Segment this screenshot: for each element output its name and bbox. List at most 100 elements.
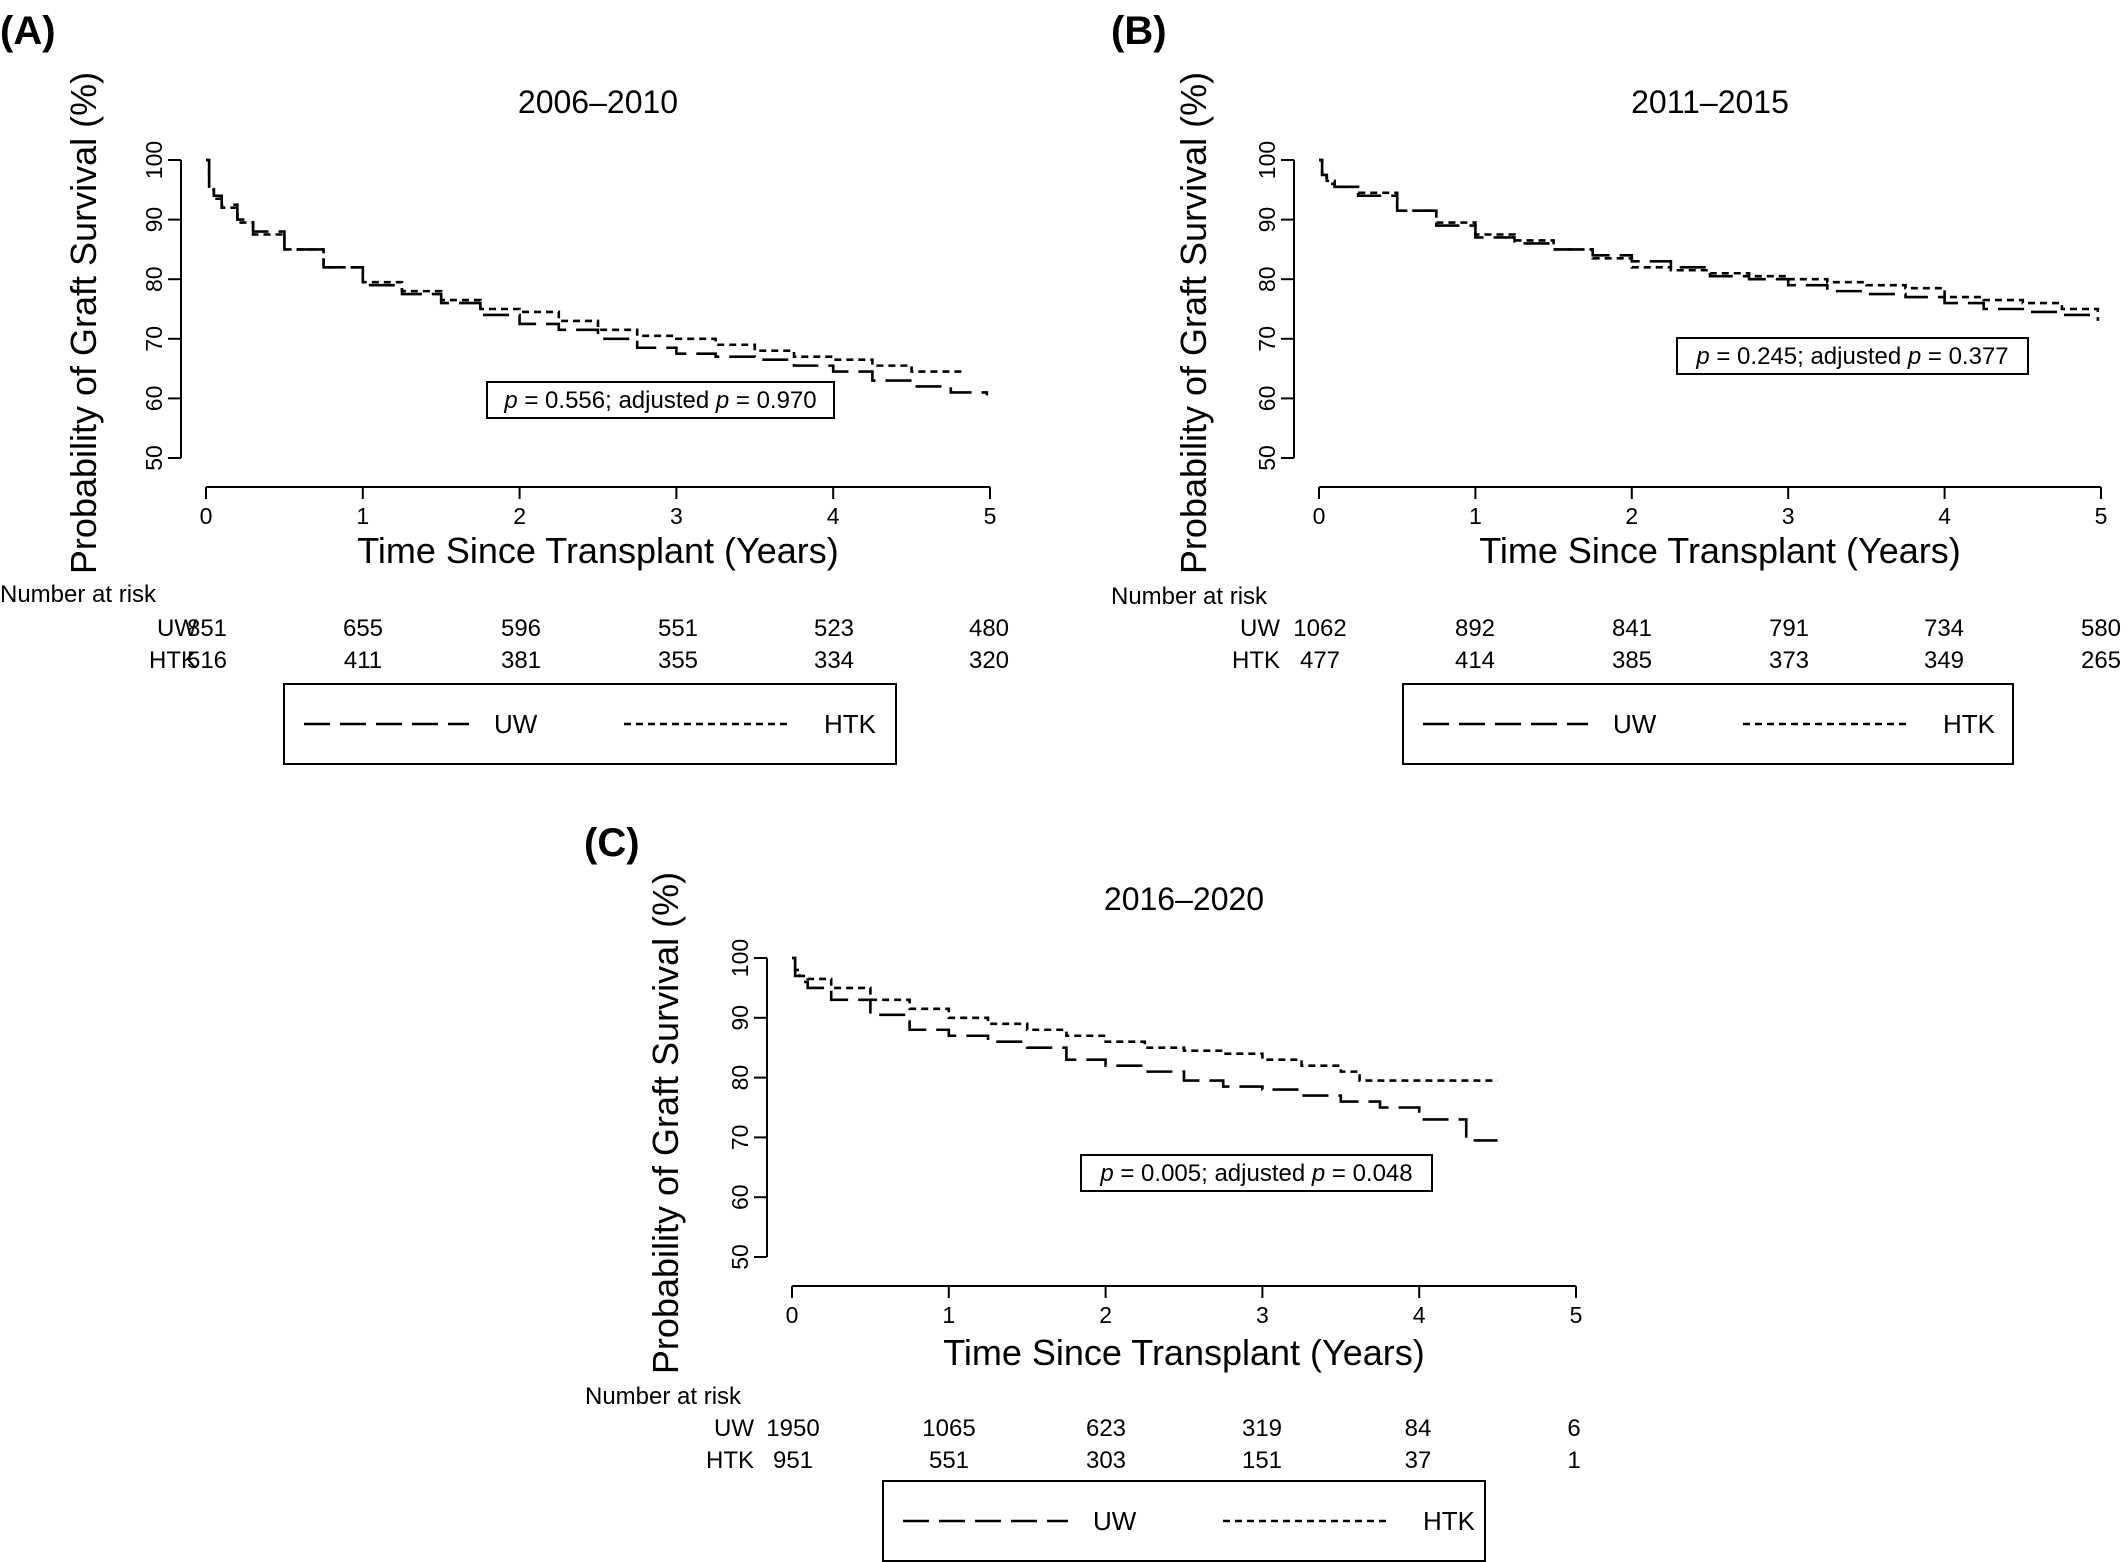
risk-count: 355 [658, 647, 698, 674]
x-tick-label: 5 [1570, 1302, 1583, 1328]
y-axis-label: Probability of Graft Survival (%) [1173, 72, 1214, 574]
risk-count: 596 [501, 615, 541, 642]
risk-count: 385 [1612, 647, 1652, 674]
panel-letter: (C) [584, 821, 640, 865]
risk-count: 319 [1242, 1415, 1282, 1442]
chart-title: 2011–2015 [1631, 84, 1789, 120]
x-tick-label: 1 [942, 1302, 955, 1328]
pvalue-box [1676, 337, 2029, 375]
legend-box [283, 683, 897, 765]
pvalue-part: = 0.556; adjusted [518, 387, 716, 414]
y-tick-label: 70 [141, 326, 167, 352]
risk-count: 414 [1455, 647, 1495, 674]
y-tick-label: 50 [1254, 445, 1280, 471]
risk-count: 334 [814, 647, 854, 674]
x-tick-label: 3 [1782, 503, 1795, 529]
risk-count: 303 [1086, 1447, 1126, 1474]
y-tick-label: 50 [141, 445, 167, 471]
risk-count: 151 [1242, 1447, 1282, 1474]
risk-count: 841 [1612, 615, 1652, 642]
pvalue-text: p = 0.005; adjusted p = 0.048 [1099, 1160, 1412, 1187]
risk-count: 37 [1405, 1447, 1432, 1474]
risk-count: 349 [1924, 647, 1964, 674]
x-axis-label: Time Since Transplant (Years) [357, 530, 839, 571]
panel-letter: (B) [1111, 9, 1167, 53]
panel-a: (A) 2006–2010 50 60 70 80 90 100 0 1 2 3 4 5 Time Sinc… [0, 9, 1009, 765]
legend-box [882, 1480, 1486, 1562]
legend-htk-label: HTK [824, 709, 877, 739]
pvalue-part: p [1311, 1160, 1325, 1187]
risk-count: 623 [1086, 1415, 1126, 1442]
risk-count: 320 [969, 647, 1009, 674]
y-tick-label: 60 [727, 1184, 753, 1210]
risk-count: 480 [969, 615, 1009, 642]
x-tick-label: 4 [1413, 1302, 1426, 1328]
risk-count: 551 [929, 1447, 969, 1474]
risk-row-label: HTK [706, 1447, 754, 1474]
x-tick-label: 3 [1256, 1302, 1269, 1328]
series-htk-curve [206, 158, 967, 373]
pvalue-part: p [715, 387, 729, 414]
risk-count: 6 [1567, 1415, 1580, 1442]
pvalue-part: = 0.970 [729, 387, 816, 414]
y-tick-label: 90 [727, 1005, 753, 1031]
risk-count: 477 [1300, 647, 1340, 674]
x-tick-label: 3 [670, 503, 683, 529]
risk-count: 892 [1455, 615, 1495, 642]
risk-row-label: HTK [1232, 647, 1280, 674]
x-tick-label: 0 [1313, 503, 1326, 529]
risk-row-label: UW [714, 1415, 754, 1442]
y-tick-label: 100 [141, 141, 167, 179]
risk-table-header: Number at risk [0, 581, 157, 608]
y-tick-label: 50 [727, 1244, 753, 1270]
x-tick-label: 2 [513, 503, 526, 529]
risk-count: 1062 [1293, 615, 1346, 642]
risk-count: 265 [2081, 647, 2121, 674]
pvalue-part: p [1099, 1160, 1113, 1187]
risk-count: 411 [344, 647, 382, 674]
x-axis-label: Time Since Transplant (Years) [943, 1332, 1425, 1373]
chart-title: 2006–2010 [518, 84, 678, 120]
risk-count: 551 [658, 615, 698, 642]
risk-row-label: HTK [149, 647, 197, 674]
pvalue-part: p [1695, 343, 1709, 370]
pvalue-part: p [1907, 343, 1921, 370]
risk-count: 1950 [766, 1415, 819, 1442]
x-tick-label: 0 [200, 503, 213, 529]
pvalue-text: p = 0.556; adjusted p = 0.970 [503, 387, 816, 414]
series-uw-curve [206, 158, 989, 396]
legend-box [1402, 683, 2014, 765]
panel-b: (B) 2011–2015 50 60 70 80 90 100 0 1 2 3 4 5 Time Sinc… [1111, 9, 2121, 765]
pvalue-part: = 0.005; adjusted [1114, 1160, 1312, 1187]
legend-htk-label: HTK [1943, 709, 1996, 739]
y-tick-label: 90 [141, 207, 167, 233]
pvalue-part: = 0.377 [1921, 343, 2008, 370]
x-tick-label: 4 [827, 503, 840, 529]
x-tick-label: 4 [1938, 503, 1951, 529]
y-axis-label: Probability of Graft Survival (%) [645, 872, 686, 1374]
chart-title: 2016–2020 [1104, 881, 1264, 917]
risk-count: 1 [1567, 1447, 1580, 1474]
series-uw-curve [792, 956, 1498, 1142]
x-tick-label: 2 [1099, 1302, 1112, 1328]
risk-count: 1065 [922, 1415, 975, 1442]
legend-uw-label: UW [494, 709, 538, 739]
risk-count: 516 [187, 647, 227, 674]
y-tick-label: 90 [1254, 207, 1280, 233]
risk-row-label: UW [157, 615, 197, 642]
y-tick-label: 70 [727, 1125, 753, 1151]
risk-count: 791 [1769, 615, 1809, 642]
y-tick-label: 80 [141, 266, 167, 292]
risk-count: 523 [814, 615, 854, 642]
risk-table-header: Number at risk [1111, 583, 1268, 610]
y-tick-label: 80 [727, 1065, 753, 1091]
x-tick-label: 2 [1625, 503, 1638, 529]
panel-letter: (A) [0, 9, 56, 53]
risk-count: 734 [1924, 615, 1964, 642]
y-tick-label: 70 [1254, 326, 1280, 352]
y-tick-label: 60 [141, 386, 167, 412]
x-tick-label: 1 [356, 503, 369, 529]
panel-c: (C) 2016–2020 50 60 70 80 90 100 0 1 2 3 4 5 Time Sinc… [584, 821, 1583, 1562]
pvalue-box [1080, 1154, 1433, 1192]
